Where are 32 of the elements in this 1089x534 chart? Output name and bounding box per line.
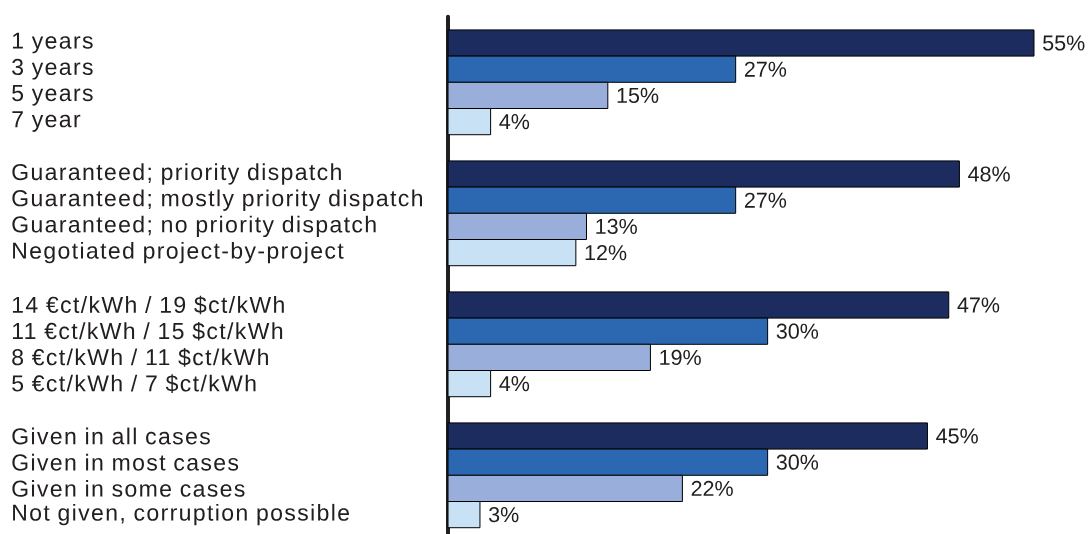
y-tick-label: 14 €ct/kWh / 19 $ct/kWh (12, 295, 284, 315)
y-tick-label: Given in most cases (12, 453, 239, 471)
data-label: 4% (499, 114, 530, 130)
y-tick-label: 1 years (12, 32, 93, 54)
data-label: 55% (1043, 35, 1085, 51)
data-label: 27% (744, 61, 787, 77)
data-label: 4% (499, 376, 530, 392)
y-tick-label: 5 years (12, 85, 93, 106)
y-tick-label: Not given, corruption possible (13, 503, 349, 526)
data-label: 22% (691, 480, 733, 496)
data-label: 12% (585, 245, 627, 261)
y-tick-label: 11 €ct/kWh / 15 $ct/kWh (12, 321, 283, 341)
data-label: 3% (488, 507, 519, 523)
y-tick-label: 7 year (12, 111, 81, 132)
data-label: 15% (617, 87, 659, 103)
y-tick-label: Negotiated project-by-project (13, 241, 344, 264)
y-tick-label: Given in some cases (12, 479, 245, 497)
y-tick-label: 8 €ct/kWh / 11 $ct/kWh (12, 348, 268, 367)
y-tick-label: 3 years (12, 58, 93, 80)
data-label: 19% (660, 349, 701, 366)
data-label: 13% (596, 218, 637, 235)
y-tick-label: Given in all cases (12, 427, 210, 445)
y-tick-label: Guaranteed; mostly priority dispatch (12, 189, 422, 211)
data-label: 47% (957, 297, 1000, 313)
y-tick-label: Guaranteed; no priority dispatch (12, 215, 376, 238)
y-tick-label: Guaranteed; priority dispatch (12, 163, 341, 185)
y-tick-label: 5 €ct/kWh / 7 $ct/kWh (12, 374, 256, 393)
data-label: 30% (776, 454, 819, 470)
data-label: 30% (776, 323, 819, 339)
data-label: 45% (936, 428, 978, 444)
data-label: 48% (968, 166, 1010, 182)
data-label: 27% (744, 192, 787, 208)
